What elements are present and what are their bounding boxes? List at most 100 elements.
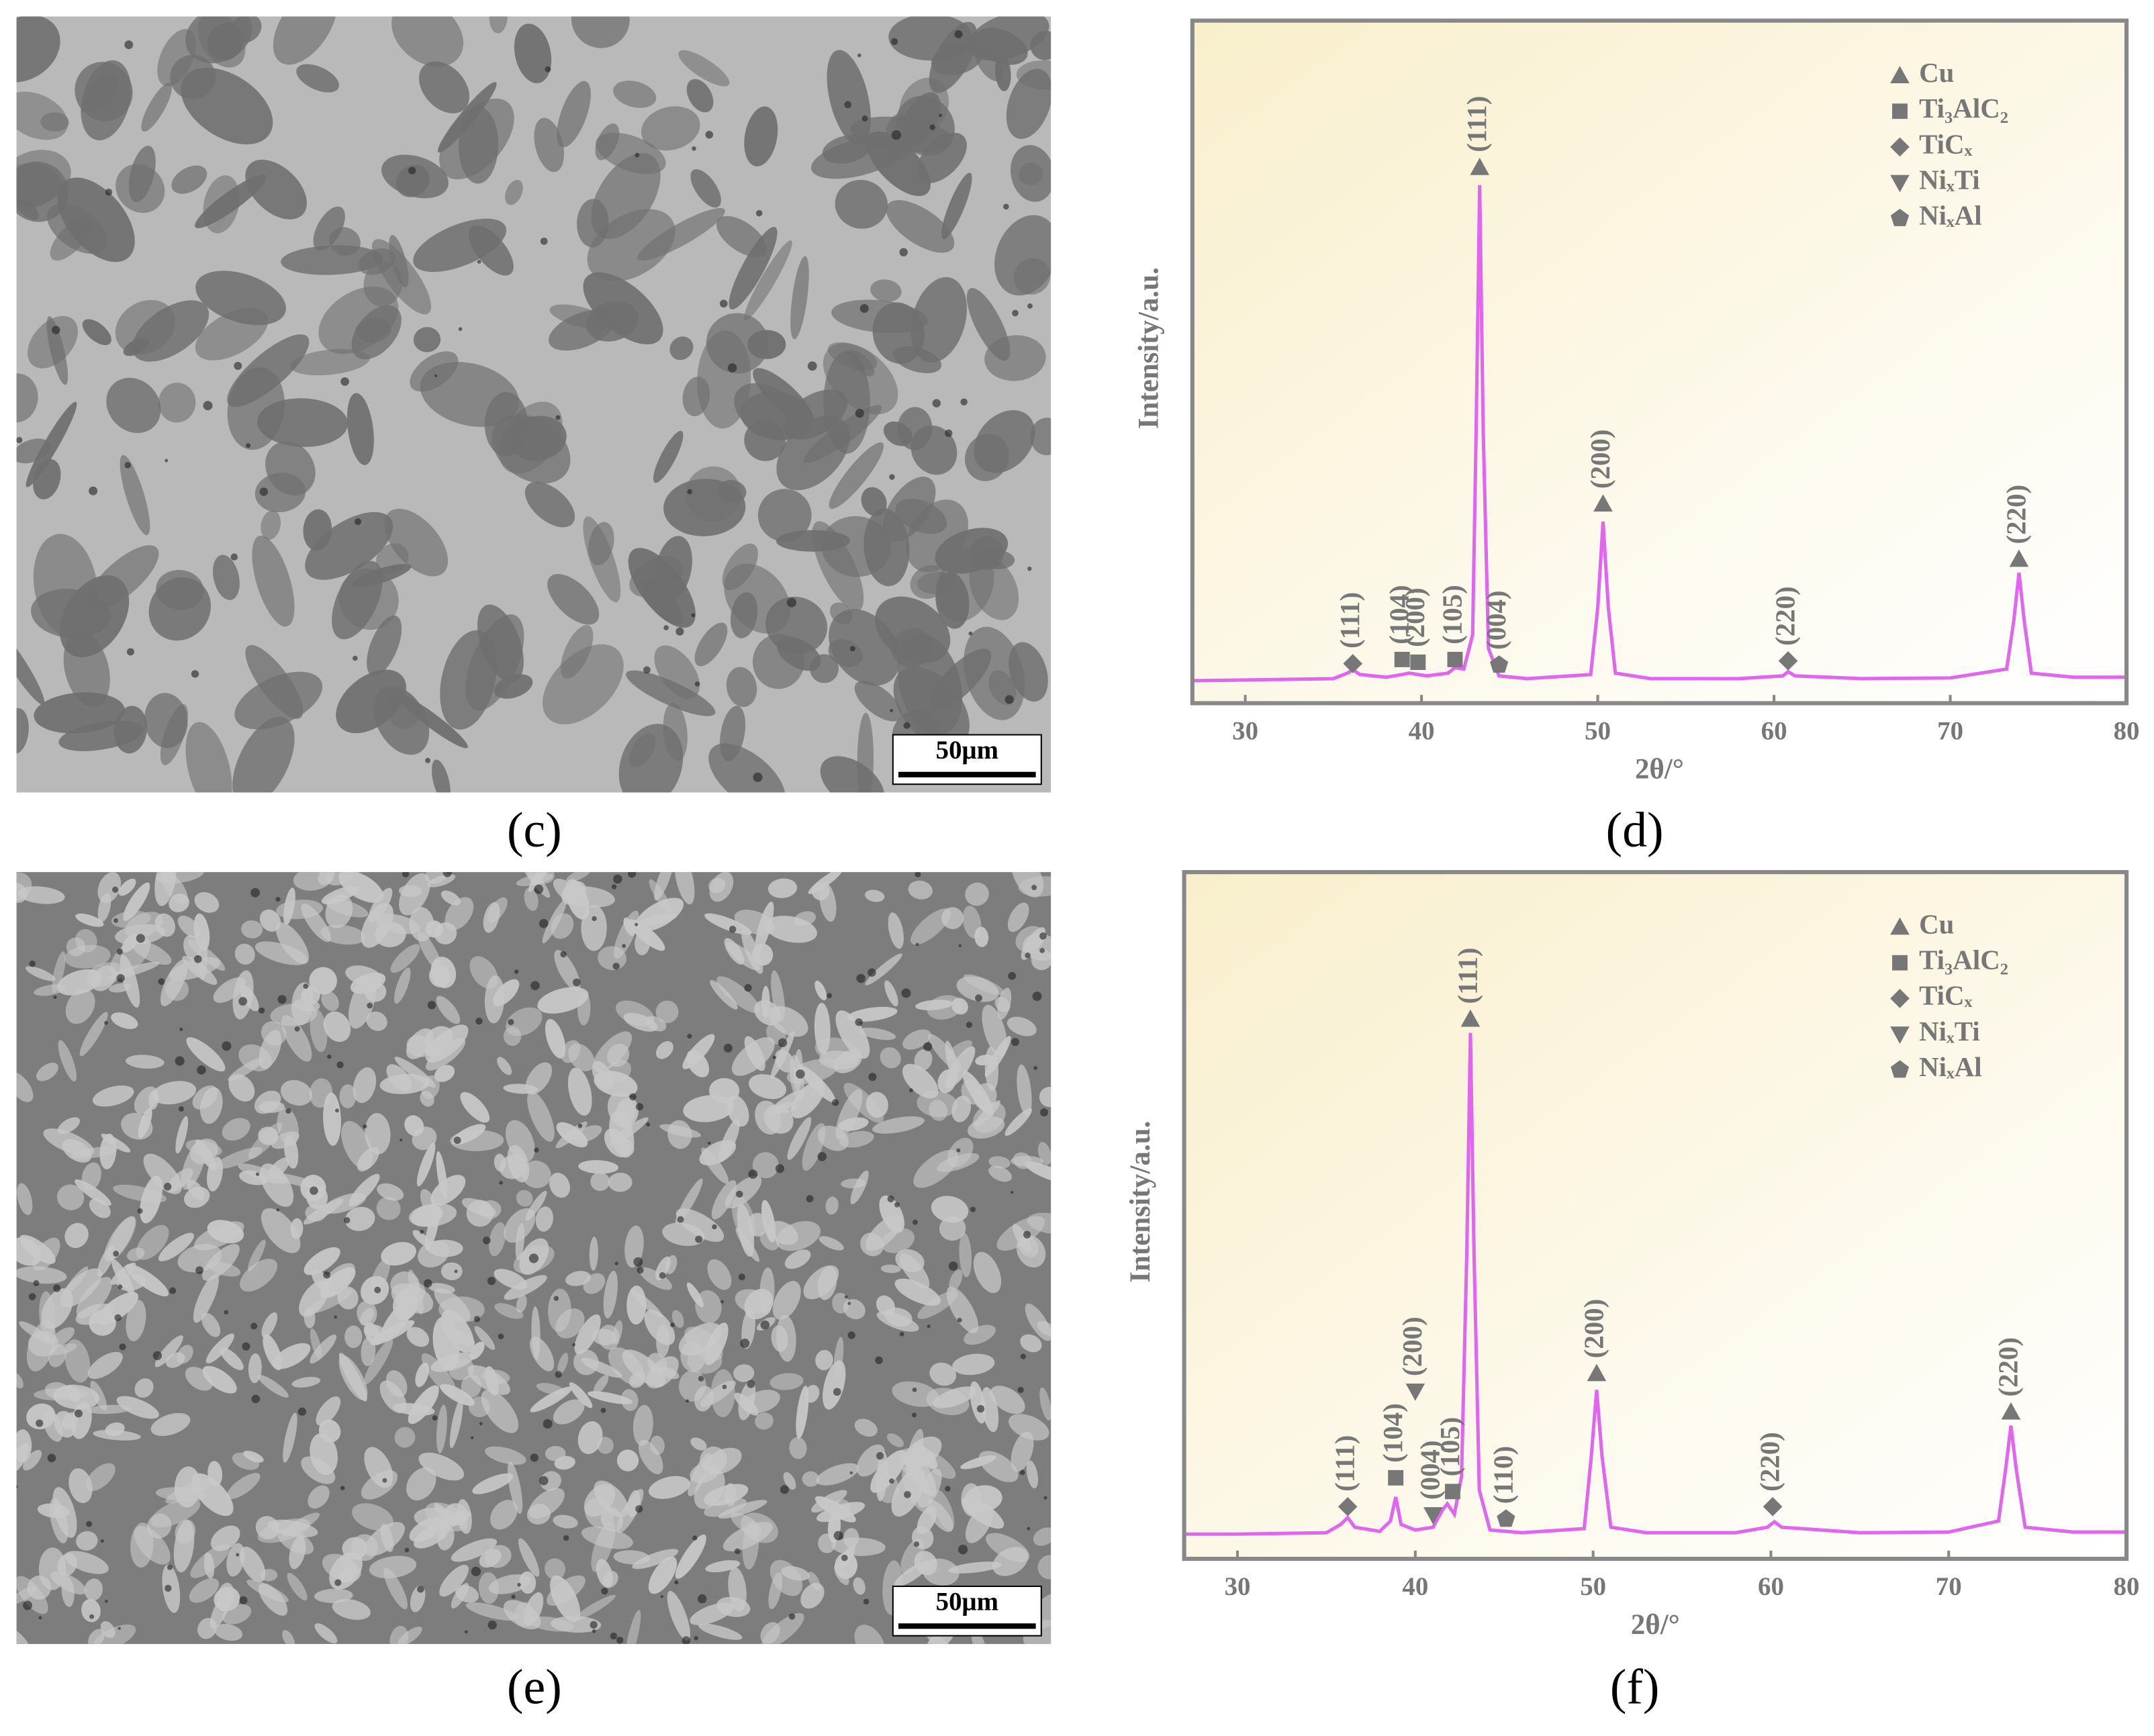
- pore: [239, 1596, 248, 1604]
- grain: [234, 943, 255, 965]
- grain: [1030, 31, 1051, 60]
- pore: [899, 1332, 904, 1337]
- texture: [16, 16, 1051, 793]
- pore: [1023, 1231, 1031, 1239]
- grain: [823, 1360, 846, 1410]
- x-tick-label: 30: [1232, 716, 1258, 745]
- grain: [895, 1249, 925, 1272]
- grain: [488, 1574, 531, 1594]
- marker: [1890, 208, 1910, 226]
- pore: [954, 30, 963, 39]
- grain: [87, 1404, 132, 1414]
- pore: [425, 757, 431, 763]
- grain: [784, 1249, 811, 1269]
- grain: [870, 279, 902, 302]
- marker: [1388, 1469, 1404, 1486]
- grain: [807, 1572, 821, 1590]
- grain: [596, 1559, 613, 1588]
- pore: [643, 666, 651, 674]
- grain: [320, 924, 366, 945]
- grain: [425, 872, 447, 884]
- grain: [257, 1374, 289, 1398]
- pore: [163, 1182, 172, 1191]
- grain: [111, 1012, 138, 1029]
- grain: [420, 1091, 434, 1107]
- grain: [497, 1057, 512, 1075]
- grain: [210, 1525, 240, 1551]
- grain: [293, 998, 320, 1012]
- pore: [682, 1636, 691, 1644]
- grain: [876, 1295, 895, 1316]
- grain: [831, 299, 928, 334]
- pore: [1017, 1386, 1024, 1394]
- pore: [948, 1261, 958, 1271]
- grain: [981, 1387, 999, 1433]
- pore: [152, 1351, 162, 1361]
- grain: [549, 1172, 571, 1198]
- grain: [881, 1228, 915, 1253]
- pore: [1043, 1496, 1047, 1500]
- grain: [654, 645, 700, 699]
- grain: [87, 1351, 123, 1380]
- grain: [338, 1353, 367, 1402]
- pore: [633, 1257, 643, 1267]
- grain: [272, 1343, 311, 1369]
- pore: [560, 951, 567, 958]
- grain: [248, 1239, 266, 1272]
- pore: [772, 1055, 777, 1059]
- grain: [474, 1326, 496, 1350]
- grain: [505, 179, 523, 205]
- pore: [367, 1002, 373, 1009]
- pore: [875, 1356, 883, 1365]
- grain: [481, 1390, 519, 1433]
- grain: [1013, 258, 1051, 295]
- grain: [884, 980, 898, 1007]
- grain: [410, 351, 459, 392]
- grain: [144, 693, 188, 749]
- grain: [97, 893, 111, 922]
- pore: [889, 474, 895, 480]
- pore: [1033, 1066, 1038, 1070]
- grain: [594, 1480, 628, 1518]
- grain: [503, 1600, 541, 1630]
- pore: [334, 1315, 338, 1319]
- marker: [2009, 549, 2029, 567]
- grain: [755, 1100, 782, 1135]
- grain: [38, 1547, 66, 1590]
- grain: [906, 499, 969, 573]
- pore: [827, 993, 833, 998]
- grain: [419, 61, 470, 113]
- pore: [719, 299, 728, 308]
- grain: [596, 132, 666, 175]
- pore: [755, 209, 763, 217]
- pore: [124, 462, 131, 469]
- grain: [130, 1523, 154, 1568]
- grain: [685, 466, 741, 522]
- grain: [638, 1439, 663, 1474]
- grain: [296, 64, 340, 93]
- grain: [1006, 1016, 1037, 1036]
- grain: [886, 1433, 904, 1447]
- marker: [1890, 175, 1910, 193]
- pore: [945, 1486, 951, 1492]
- x-tick-label: 80: [2114, 1572, 2140, 1601]
- grain: [240, 1546, 266, 1582]
- grain: [432, 759, 451, 793]
- marker: [1593, 494, 1613, 512]
- grain: [573, 1349, 599, 1376]
- pore: [310, 1186, 318, 1195]
- grain: [793, 1049, 803, 1091]
- grain: [718, 1500, 767, 1519]
- grain: [413, 327, 441, 352]
- pore: [16, 436, 23, 444]
- grain: [16, 883, 28, 903]
- pore: [887, 1195, 894, 1203]
- grain: [213, 977, 246, 1003]
- pore: [427, 1000, 436, 1010]
- grain: [353, 1067, 377, 1104]
- grain: [454, 1510, 471, 1519]
- grain: [743, 1390, 780, 1414]
- grain: [322, 1553, 361, 1582]
- grain: [757, 489, 812, 542]
- caption: (f): [1610, 1659, 1660, 1714]
